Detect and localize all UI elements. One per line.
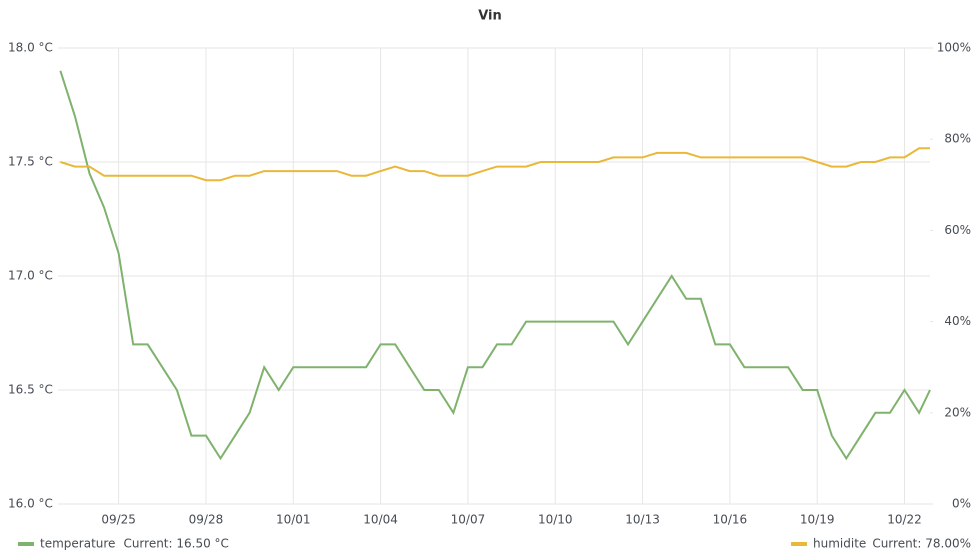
y-tick-label: 18.0 °C (8, 41, 53, 55)
y-tick-label: 17.5 °C (8, 155, 53, 169)
y-tick-label: 16.0 °C (8, 497, 53, 511)
y2-tick-label: 80% (944, 132, 971, 146)
y2-tick-label: 40% (944, 314, 971, 328)
x-tick-label: 10/04 (363, 513, 398, 527)
x-tick-label: 10/19 (800, 513, 835, 527)
legend-current: Current: 78.00% (872, 537, 971, 551)
y2-tick-label: 60% (944, 223, 971, 237)
x-tick-label: 10/22 (887, 513, 922, 527)
legend-current: Current: 16.50 °C (123, 537, 228, 551)
legend-swatch (18, 542, 34, 546)
legend-name: temperature (40, 537, 115, 551)
x-tick-label: 09/28 (189, 513, 224, 527)
x-tick-label: 10/01 (276, 513, 311, 527)
x-tick-label: 10/16 (713, 513, 748, 527)
legend-name: humidite (813, 537, 866, 551)
series-line (59, 70, 931, 461)
series-line (60, 147, 930, 182)
y2-tick-label: 20% (944, 405, 971, 419)
legend-swatch (791, 542, 808, 546)
chart-title: Vin (478, 9, 502, 24)
x-tick-label: 09/25 (101, 513, 136, 527)
y-tick-label: 16.5 °C (8, 383, 53, 397)
x-tick-label: 10/07 (451, 513, 486, 527)
y2-tick-label: 0% (952, 497, 971, 511)
y2-tick-label: 100% (937, 41, 971, 55)
y-tick-label: 17.0 °C (8, 269, 53, 283)
x-tick-label: 10/10 (538, 513, 573, 527)
x-tick-label: 10/13 (625, 513, 660, 527)
